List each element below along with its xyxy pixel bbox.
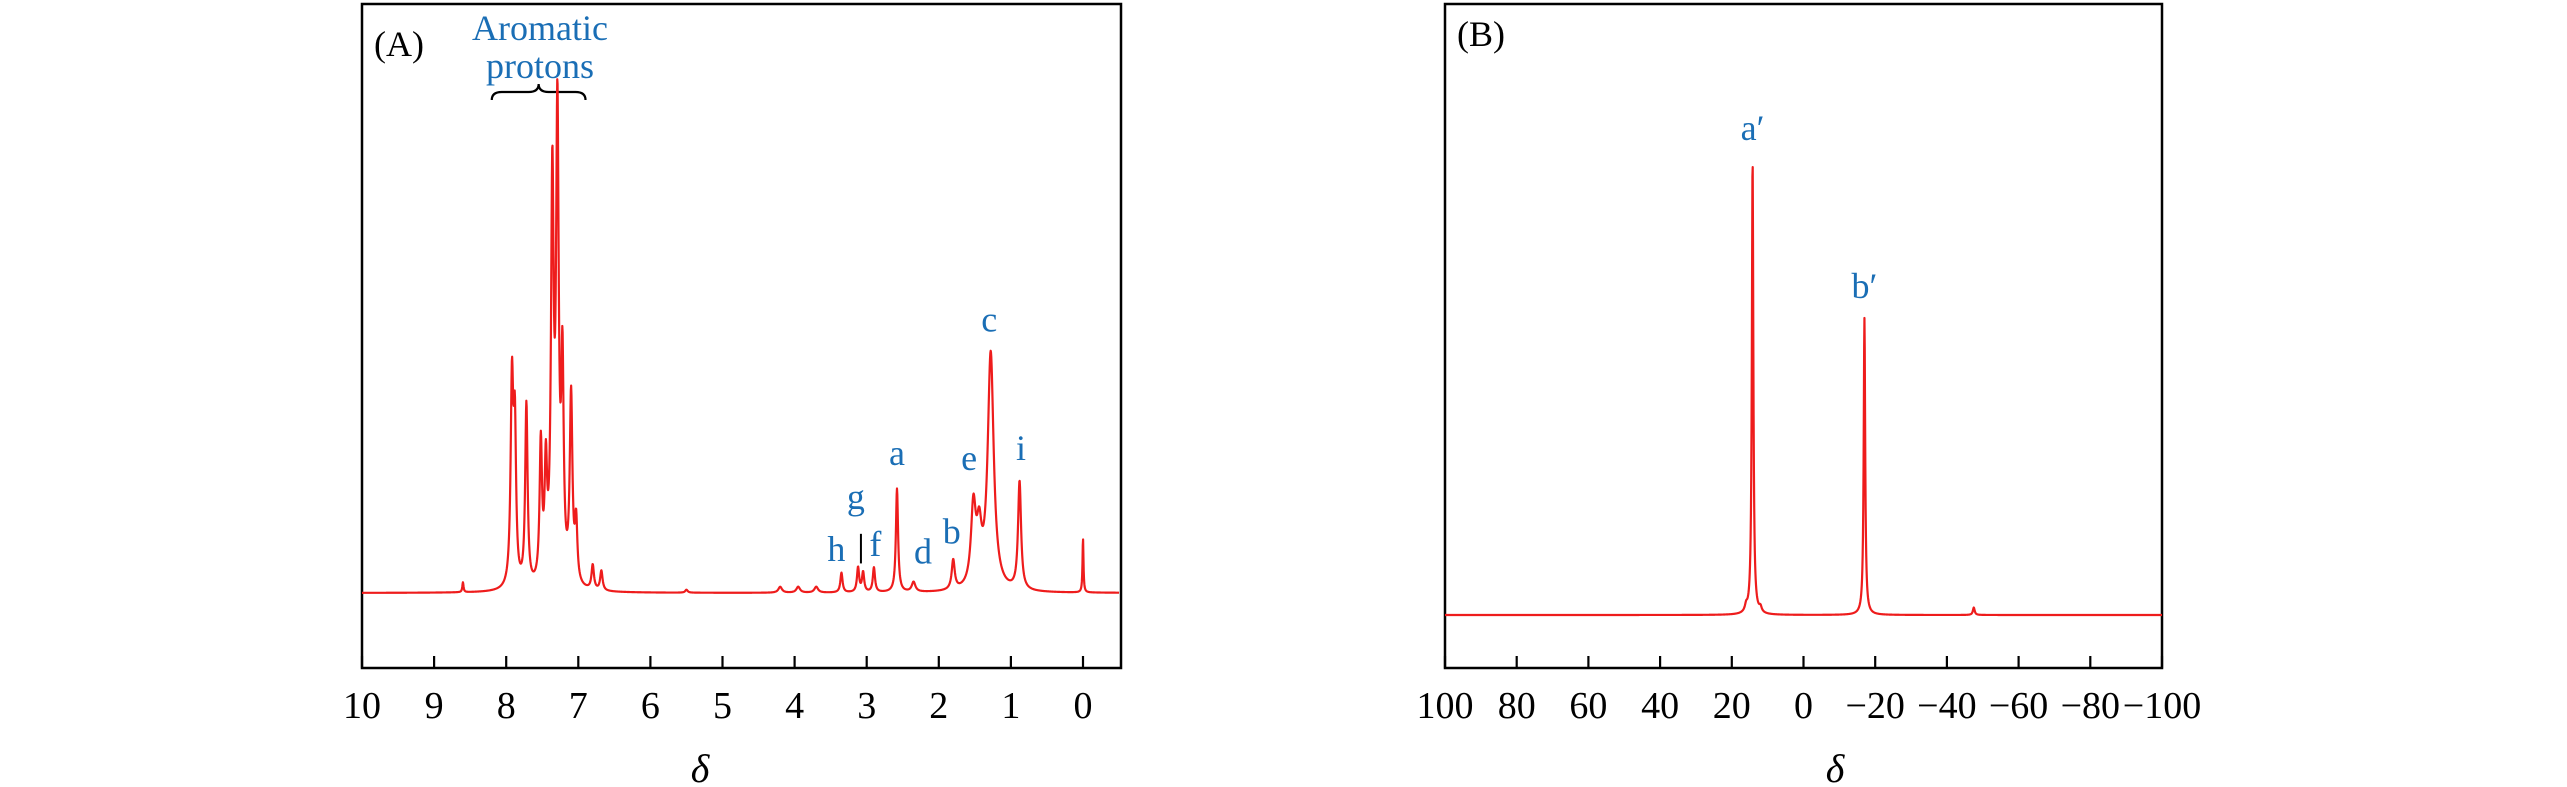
x-axis-a-tick-label: 4 [785, 685, 804, 727]
x-axis-b-tick-label: 0 [1794, 685, 1813, 727]
x-axis-a-tick-label: 9 [425, 685, 444, 727]
spectrum-a-peak-label: a [889, 433, 905, 473]
x-axis-b-tick-label: −80 [2061, 685, 2120, 727]
x-axis-a-tick-label: 0 [1074, 685, 1093, 727]
x-axis-b-tick-label: 20 [1713, 685, 1751, 727]
x-axis-a-label: δ [691, 746, 711, 787]
aromatic-brace [490, 83, 587, 101]
x-axis-b-tick-label: 100 [1417, 685, 1474, 727]
spectrum-a-peak-label: i [1016, 428, 1026, 468]
x-axis-a-tick-label: 3 [857, 685, 876, 727]
x-axis-b-tick-label: −20 [1845, 685, 1904, 727]
spectrum-a-peak-label: d [914, 531, 932, 571]
peak-labels-b: a′ b′ [1741, 108, 1878, 306]
spectrum-b-line [1444, 166, 2163, 617]
x-axis-a-tick-label: 7 [569, 685, 588, 727]
spectrum-a-peak-label: g [847, 477, 865, 517]
x-axis-a-ticks: 10 9 8 7 6 5 4 3 2 1 0 [343, 656, 1093, 727]
x-axis-b-label: δ [1826, 746, 1846, 787]
x-axis-b-tick-label: −100 [2123, 685, 2201, 727]
x-axis-b-tick-label: −60 [1989, 685, 2048, 727]
x-axis-a-tick-label: 2 [929, 685, 948, 727]
x-axis-a-tick-label: 10 [343, 685, 381, 727]
spectrum-a-peak-label: c [981, 300, 997, 340]
x-axis-b-tick-label: 40 [1641, 685, 1679, 727]
spectrum-a-peak-label: f [869, 524, 881, 564]
spectrum-a-line [361, 78, 1120, 594]
spectrum-a-peak-label: h [827, 529, 845, 569]
x-axis-a-tick-label: 6 [641, 685, 660, 727]
spectrum-a-peak-label: e [961, 438, 977, 478]
peak-labels-a: hgf a d be c i [827, 300, 1026, 572]
aromatic-label-line2: protons [486, 46, 594, 86]
aromatic-annotation: Aromatic protons [472, 8, 608, 101]
spectrum-a-peak-label: b [943, 512, 961, 552]
x-axis-b-tick-label: 60 [1569, 685, 1607, 727]
x-axis-b-ticks: 100 80 60 40 20 0 −20 −40 −60 −80 −100 [1417, 656, 2201, 727]
panel-a-frame [360, 2, 1123, 670]
aromatic-label-line1: Aromatic [472, 8, 608, 48]
x-axis-a-tick-label: 8 [497, 685, 516, 727]
spectrum-b-peak-label: b′ [1852, 266, 1878, 306]
x-axis-a-tick-label: 5 [713, 685, 732, 727]
panel-b-frame [1443, 2, 2164, 670]
x-axis-b-tick-label: −40 [1917, 685, 1976, 727]
x-axis-b-tick-label: 80 [1498, 685, 1536, 727]
panel-b-label: (B) [1457, 14, 1505, 54]
panel-a-label: (A) [374, 24, 424, 64]
x-axis-a-tick-label: 1 [1001, 685, 1020, 727]
spectrum-b-peak-label: a′ [1741, 108, 1765, 148]
panel-b: (B) a′ b′ 100 80 60 40 20 0 −20 −40 −60 −80 −100 δ [1417, 2, 2201, 787]
